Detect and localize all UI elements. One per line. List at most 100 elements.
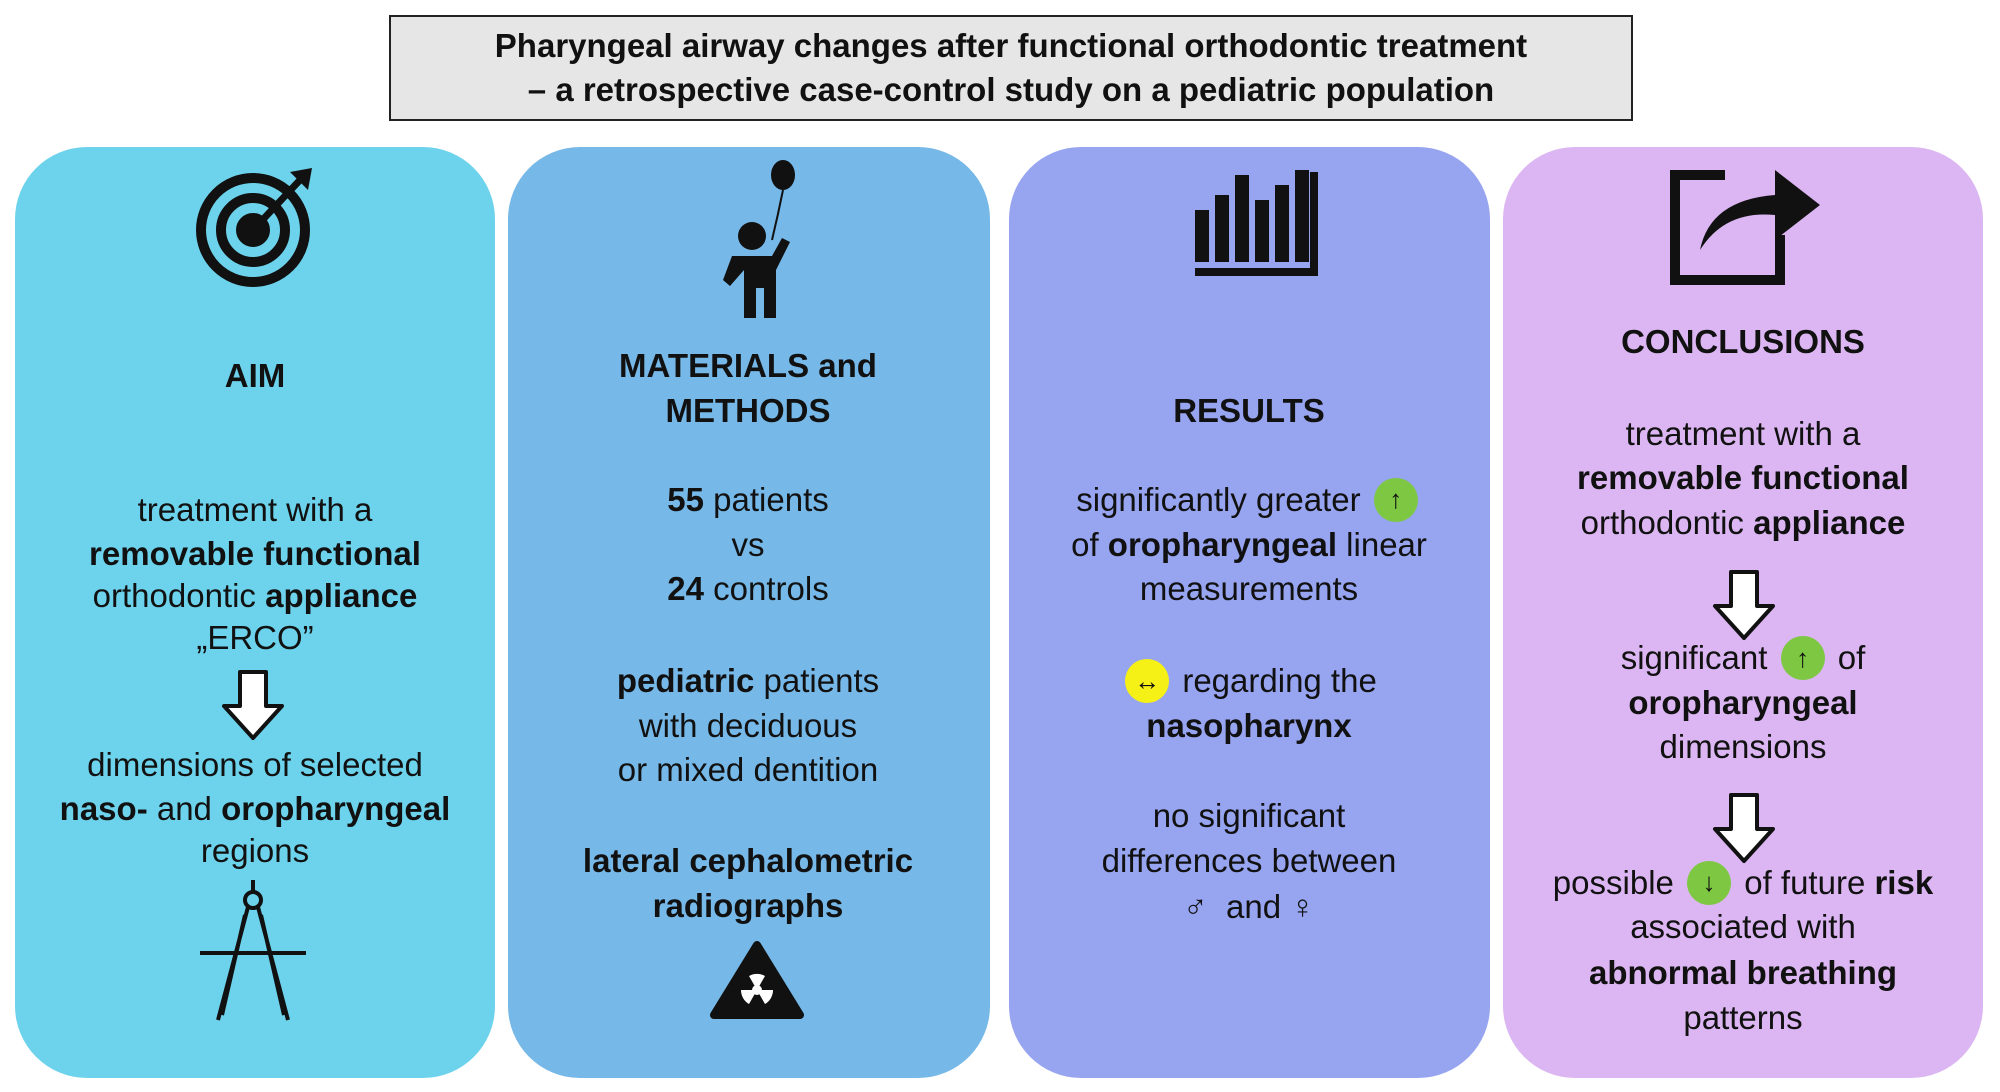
text-run: linear <box>1337 525 1427 563</box>
symbol-badge: ↔ <box>1125 659 1170 704</box>
text-run: oropharyngeal <box>221 789 451 827</box>
text-run: removable functional <box>1577 459 1909 497</box>
text-run: regarding the <box>1173 662 1377 700</box>
text-run: of <box>1071 525 1108 563</box>
text-run: patients <box>703 480 829 518</box>
symbol-badge: ↑ <box>1373 477 1418 522</box>
symbol-badge: ↑ <box>1780 636 1825 681</box>
body-line: orthodontic appliance <box>1503 501 1983 545</box>
body-line: naso- and oropharyngeal <box>15 787 495 831</box>
target-icon <box>196 168 312 287</box>
body-line: of oropharyngeal linear <box>1009 523 1489 567</box>
text-run: possible <box>1552 863 1684 901</box>
body-line: „ERCO” <box>15 616 495 660</box>
body-line: differences between <box>1009 839 1489 883</box>
text-run: with deciduous <box>638 706 858 744</box>
title-box: Pharyngeal airway changes after function… <box>389 15 1633 121</box>
body-line: radiographs <box>508 884 988 928</box>
panel <box>1009 147 1490 1078</box>
body-line: oropharyngeal <box>1503 681 1983 725</box>
text-run: significantly greater <box>1076 480 1370 518</box>
body-line: lateral cephalometric <box>508 839 988 883</box>
body-line: orthodontic appliance <box>15 574 495 618</box>
body-line: treatment with a <box>1503 412 1983 456</box>
radiation-icon <box>710 941 804 1019</box>
title-line: Pharyngeal airway changes after function… <box>494 27 1528 64</box>
text-run: patients <box>754 662 880 700</box>
panel-heading: MATERIALS and <box>619 347 877 385</box>
text-run: regions <box>200 831 310 869</box>
body-line: vs <box>508 523 988 567</box>
body-line: or mixed dentition <box>508 748 988 792</box>
text-run: lateral cephalometric <box>582 841 914 879</box>
body-line: regions <box>15 829 495 873</box>
body-line: 55 patients <box>508 478 988 522</box>
text-run: dimensions of selected <box>87 746 423 784</box>
text-run: 55 <box>667 480 704 518</box>
panel-heading: METHODS <box>665 391 831 429</box>
text-run: associated with <box>1630 908 1856 946</box>
text-run: dimensions <box>1659 728 1827 766</box>
symbol-badge: ↓ <box>1687 860 1732 905</box>
text-run: vs <box>731 525 765 563</box>
body-line: patterns <box>1503 996 1983 1040</box>
down-arrows <box>222 570 1775 863</box>
body-line: possible ↓ of future risk <box>1503 860 1983 905</box>
text-run: treatment with a <box>137 491 373 529</box>
body-line: nasopharynx <box>1009 704 1489 748</box>
text-run: oropharyngeal <box>1628 683 1858 721</box>
body-line: abnormal breathing <box>1503 951 1983 995</box>
chart-icon <box>1195 170 1318 276</box>
text-run: ♂ and ♀ <box>1182 887 1316 925</box>
text-run: radiographs <box>652 886 844 924</box>
body-line: dimensions <box>1503 725 1983 769</box>
text-run: and <box>147 789 222 827</box>
text-run: measurements <box>1139 570 1359 608</box>
text-run: pediatric <box>616 662 755 700</box>
text-run: removable functional <box>89 534 421 572</box>
text-run: or mixed dentition <box>617 751 879 789</box>
panel-heading: RESULTS <box>1173 391 1325 429</box>
child-icon <box>723 160 795 318</box>
text-run: nasopharynx <box>1146 706 1352 744</box>
text-run: differences between <box>1101 841 1397 879</box>
text-run: risk <box>1874 863 1934 901</box>
panel <box>15 147 495 1078</box>
text-run: „ERCO” <box>196 618 314 656</box>
text-run: appliance <box>1753 503 1906 541</box>
text-run: controls <box>704 570 829 608</box>
text-run: 24 <box>667 570 704 608</box>
text-run: patterns <box>1683 998 1803 1036</box>
body-line: associated with <box>1503 905 1983 949</box>
text-run: treatment with a <box>1625 414 1861 452</box>
panel-heading: AIM <box>224 357 286 395</box>
body-line: removable functional <box>15 532 495 576</box>
body-line: ♂ and ♀ <box>1009 885 1489 929</box>
text-run: no significant <box>1152 797 1346 835</box>
text-run: significant <box>1620 639 1777 677</box>
body-line: pediatric patients <box>508 659 988 703</box>
body-line: measurements <box>1009 567 1489 611</box>
body-line: ↔ regarding the <box>1009 659 1489 704</box>
share-icon <box>1670 170 1820 285</box>
text-run: orthodontic <box>92 576 266 614</box>
text-run: appliance <box>265 576 418 614</box>
body-line: significant ↑ of <box>1503 636 1983 681</box>
text-run: naso- <box>59 789 148 827</box>
text-run: oropharyngeal <box>1107 525 1338 563</box>
body-line: removable functional <box>1503 456 1983 500</box>
body-line: 24 controls <box>508 567 988 611</box>
compass-icon <box>200 880 306 1021</box>
text-run: of <box>1828 639 1866 677</box>
title-line: – a retrospective case-control study on … <box>527 71 1495 108</box>
text-run: of future <box>1735 863 1875 901</box>
body-line: significantly greater ↑ <box>1009 477 1489 522</box>
text-run: abnormal breathing <box>1588 954 1898 992</box>
panel-heading: CONCLUSIONS <box>1621 322 1865 360</box>
body-line: with deciduous <box>508 704 988 748</box>
text-run: orthodontic <box>1580 503 1754 541</box>
body-line: treatment with a <box>15 488 495 532</box>
body-line: no significant <box>1009 794 1489 838</box>
